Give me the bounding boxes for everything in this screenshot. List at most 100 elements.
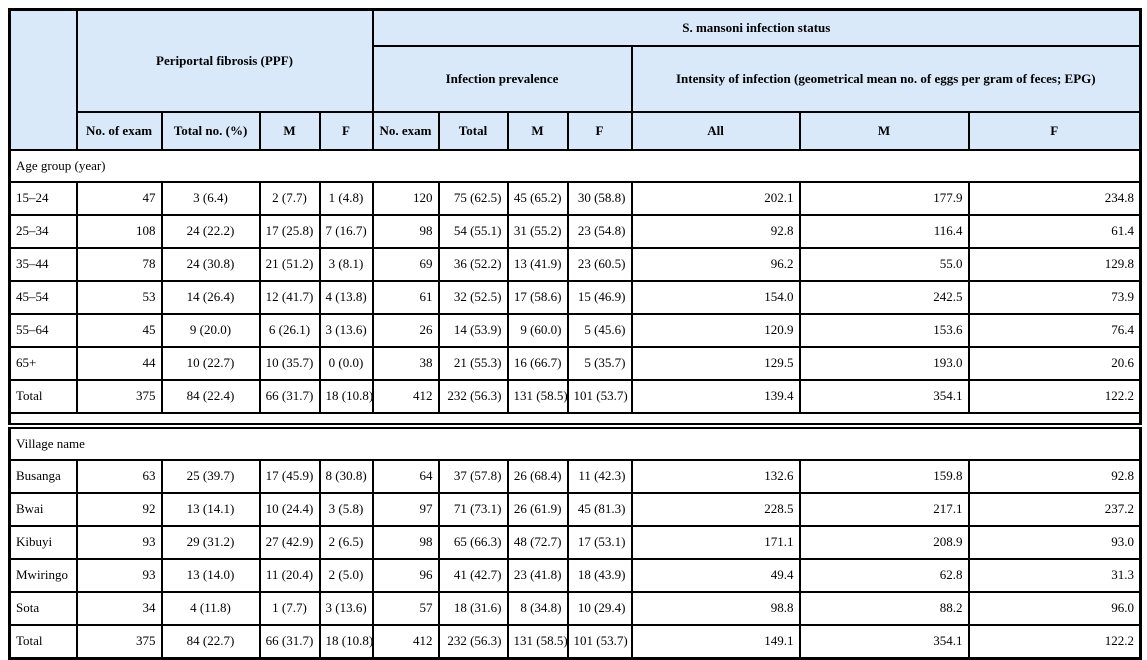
table-row: 65+ 44 10 (22.7) 10 (35.7) 0 (0.0) 38 21 (55.3… — [8, 346, 1142, 381]
section-label-row: Age group (year) — [8, 149, 1142, 183]
cell: 13 (14.1) — [160, 492, 261, 527]
cell: 202.1 — [630, 181, 801, 216]
cell: 242.5 — [798, 280, 970, 315]
cell: 11 (20.4) — [258, 558, 321, 593]
cell: 10 (29.4) — [566, 591, 633, 626]
row-label: Mwiringo — [8, 558, 78, 593]
cell: 84 (22.7) — [160, 624, 261, 660]
row-label: 25–34 — [8, 214, 78, 249]
cell: 98.8 — [630, 591, 801, 626]
cell: 71 (73.1) — [437, 492, 509, 527]
cell: 92 — [75, 492, 163, 527]
cell: 18 (31.6) — [437, 591, 509, 626]
cell: 5 (35.7) — [566, 346, 633, 381]
cell: 73.9 — [967, 280, 1142, 315]
cell: 93 — [75, 558, 163, 593]
cell: 8 (34.8) — [506, 591, 569, 626]
row-label: 15–24 — [8, 181, 78, 216]
cell: 69 — [371, 247, 440, 282]
cell: 45 — [75, 313, 163, 348]
cell: 15 (46.9) — [566, 280, 633, 315]
cell: 26 (61.9) — [506, 492, 569, 527]
cell: 149.1 — [630, 624, 801, 660]
cell: 45 (65.2) — [506, 181, 569, 216]
cell: 30 (58.8) — [566, 181, 633, 216]
cell: 139.4 — [630, 379, 801, 414]
group-header-smansoni: S. mansoni infection status — [371, 8, 1142, 47]
row-label: 45–54 — [8, 280, 78, 315]
cell: 10 (24.4) — [258, 492, 321, 527]
row-label: 55–64 — [8, 313, 78, 348]
cell: 84 (22.4) — [160, 379, 261, 414]
cell: 177.9 — [798, 181, 970, 216]
cell: 18 (10.8) — [318, 379, 374, 414]
cell: 228.5 — [630, 492, 801, 527]
cell: 23 (60.5) — [566, 247, 633, 282]
cell: 217.1 — [798, 492, 970, 527]
cell: 193.0 — [798, 346, 970, 381]
cell: 132.6 — [630, 459, 801, 494]
table-row: Total 375 84 (22.7) 66 (31.7) 18 (10.8) 412 23… — [8, 624, 1142, 660]
cell: 154.0 — [630, 280, 801, 315]
cell: 3 (8.1) — [318, 247, 374, 282]
cell: 354.1 — [798, 379, 970, 414]
cell: 65 (66.3) — [437, 525, 509, 560]
cell: 2 (7.7) — [258, 181, 321, 216]
cell: 16 (66.7) — [506, 346, 569, 381]
cell: 41 (42.7) — [437, 558, 509, 593]
cell: 1 (7.7) — [258, 591, 321, 626]
cell: 14 (53.9) — [437, 313, 509, 348]
cell: 61.4 — [967, 214, 1142, 249]
table-row: Sota 34 4 (11.8) 1 (7.7) 3 (13.6) 57 18 (31.6)… — [8, 591, 1142, 626]
table-row: 45–54 53 14 (26.4) 12 (41.7) 4 (13.8) 61 32 (5… — [8, 280, 1142, 315]
cell: 17 (25.8) — [258, 214, 321, 249]
cell: 45 (81.3) — [566, 492, 633, 527]
cell: 38 — [371, 346, 440, 381]
cell: 57 — [371, 591, 440, 626]
cell: 96.0 — [967, 591, 1142, 626]
section-label-row: Village name — [8, 425, 1142, 461]
cell: 237.2 — [967, 492, 1142, 527]
cell: 2 (6.5) — [318, 525, 374, 560]
group-header-prevalence: Infection prevalence — [371, 45, 633, 113]
cell: 66 (31.7) — [258, 379, 321, 414]
cell: 75 (62.5) — [437, 181, 509, 216]
cell: 34 — [75, 591, 163, 626]
cell: 92.8 — [630, 214, 801, 249]
row-label: Total — [8, 379, 78, 414]
cell: 23 (54.8) — [566, 214, 633, 249]
cell: 131 (58.5) — [506, 624, 569, 660]
cell: 13 (41.9) — [506, 247, 569, 282]
cell: 61 — [371, 280, 440, 315]
cell: 129.5 — [630, 346, 801, 381]
cell: 63 — [75, 459, 163, 494]
cell: 64 — [371, 459, 440, 494]
cell: 17 (45.9) — [258, 459, 321, 494]
header-row-groups-top: Periportal fibrosis (PPF) S. mansoni inf… — [8, 8, 1142, 151]
cell: 26 (68.4) — [506, 459, 569, 494]
cell: 120 — [371, 181, 440, 216]
column-header: Total no. (%) — [160, 111, 261, 151]
cell: 412 — [371, 379, 440, 414]
cell: 1 (4.8) — [318, 181, 374, 216]
cell: 232 (56.3) — [437, 624, 509, 660]
cell: 62.8 — [798, 558, 970, 593]
row-label: Sota — [8, 591, 78, 626]
infection-status-table: Periportal fibrosis (PPF) S. mansoni inf… — [8, 8, 1143, 660]
header-row-groups-sub: Infection prevalence Intensity of infect… — [10, 45, 1142, 113]
cell: 96.2 — [630, 247, 801, 282]
cell: 49.4 — [630, 558, 801, 593]
cell: 108 — [75, 214, 163, 249]
column-header: F — [318, 111, 374, 151]
cell: 44 — [75, 346, 163, 381]
cell: 20.6 — [967, 346, 1142, 381]
table-row: Bwai 92 13 (14.1) 10 (24.4) 3 (5.8) 97 71 (73.… — [8, 492, 1142, 527]
row-label: Bwai — [8, 492, 78, 527]
cell: 18 (10.8) — [318, 624, 374, 660]
cell: 3 (6.4) — [160, 181, 261, 216]
cell: 97 — [371, 492, 440, 527]
cell: 27 (42.9) — [258, 525, 321, 560]
cell: 9 (20.0) — [160, 313, 261, 348]
cell: 7 (16.7) — [318, 214, 374, 249]
cell: 120.9 — [630, 313, 801, 348]
